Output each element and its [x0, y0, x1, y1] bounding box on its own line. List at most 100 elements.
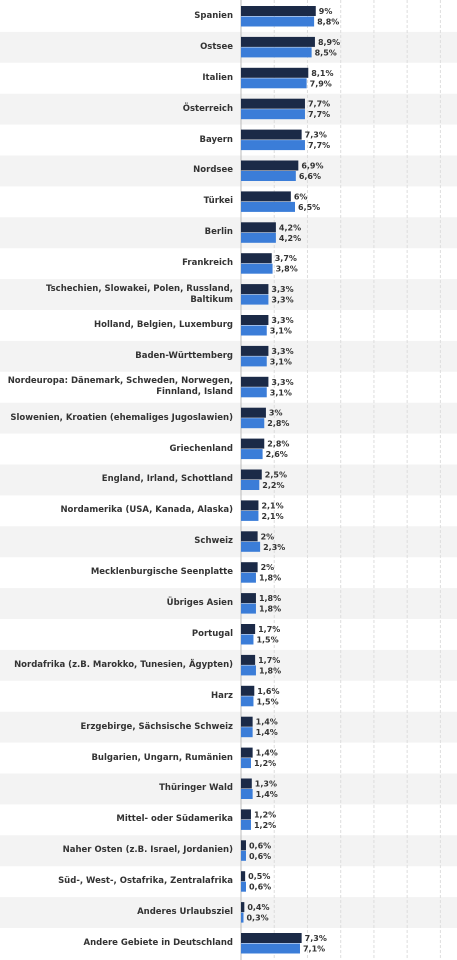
value-label: 7,3%	[305, 131, 327, 140]
bar	[241, 603, 256, 614]
value-label: 6,5%	[298, 203, 320, 212]
category-label: Österreich	[182, 103, 233, 114]
bar	[241, 572, 256, 583]
value-label: 0,5%	[248, 872, 270, 881]
category-label: Nordsee	[193, 165, 233, 176]
value-label: 1,4%	[256, 790, 278, 799]
value-label: 1,4%	[256, 728, 278, 737]
bar	[241, 407, 266, 418]
value-label: 3,3%	[271, 316, 293, 325]
value-label: 6,6%	[299, 172, 321, 181]
value-label: 3%	[269, 409, 283, 418]
row-stripe	[0, 897, 457, 928]
value-label: 2%	[261, 532, 275, 541]
bar	[241, 6, 316, 16]
category-label: Frankreich	[182, 258, 233, 269]
value-label: 6%	[294, 192, 308, 201]
bar	[241, 881, 246, 892]
bar	[241, 912, 244, 923]
value-label: 2,5%	[265, 471, 287, 480]
value-label: 3,3%	[271, 296, 293, 305]
value-label: 1,7%	[258, 656, 280, 665]
bar	[241, 47, 312, 58]
row-stripe	[0, 155, 457, 187]
value-label: 1,4%	[256, 749, 278, 758]
bar	[241, 129, 302, 140]
bar	[241, 140, 305, 151]
value-label: 6,9%	[301, 162, 323, 171]
value-label: 0,6%	[249, 841, 271, 850]
value-label: 8,9%	[318, 38, 340, 47]
value-label: 0,3%	[246, 914, 268, 923]
bar	[241, 171, 296, 181]
row-stripe	[0, 649, 457, 681]
bar	[241, 871, 246, 882]
value-label: 2,6%	[266, 450, 288, 459]
value-label: 1,4%	[256, 718, 278, 727]
category-label: Erzgebirge, Sächsische Schweiz	[80, 721, 233, 732]
row-stripe	[0, 526, 457, 558]
bar	[241, 933, 302, 943]
bar	[241, 778, 252, 789]
category-label: Naher Osten (z.B. Israel, Jordanien)	[62, 845, 233, 856]
category-label: Andere Gebiete in Deutschland	[83, 937, 233, 948]
bar	[241, 36, 315, 47]
value-label: 4,2%	[279, 234, 301, 243]
value-label: 7,7%	[308, 100, 330, 109]
bar	[241, 593, 256, 604]
bar	[241, 67, 309, 78]
value-label: 2,8%	[267, 440, 289, 449]
value-label: 2%	[261, 563, 275, 572]
row-stripe	[0, 588, 457, 619]
category-label: Nordafrika (z.B. Marokko, Tunesien, Ägyp…	[14, 659, 233, 670]
category-label: Portugal	[191, 628, 233, 639]
bar	[241, 16, 315, 27]
bar	[241, 654, 256, 665]
value-label: 7,3%	[305, 934, 327, 943]
row-stripe	[0, 402, 457, 434]
category-label: Tschechien, Slowakei, Polen, Russland, B…	[45, 283, 233, 305]
value-label: 0,6%	[249, 852, 271, 861]
bar	[241, 109, 305, 120]
value-label: 3,7%	[275, 254, 297, 263]
bar	[241, 345, 269, 356]
bar	[241, 469, 262, 480]
bar	[241, 315, 269, 325]
category-label: Türkei	[203, 196, 233, 207]
value-label: 8,8%	[317, 18, 339, 27]
category-label: Mecklenburgische Seenplatte	[90, 567, 233, 578]
bar	[241, 727, 253, 738]
bar	[241, 449, 263, 460]
category-label: Schweiz	[194, 536, 233, 547]
bar	[241, 696, 254, 707]
category-label: England, Irland, Schottland	[101, 474, 233, 485]
bar	[241, 284, 269, 295]
bar	[241, 325, 267, 336]
row-stripe	[0, 711, 457, 743]
bar	[241, 541, 261, 552]
row-stripe	[0, 279, 457, 310]
bar	[241, 747, 253, 758]
value-label: 1,2%	[254, 759, 276, 768]
bar	[241, 850, 246, 861]
value-label: 1,7%	[258, 625, 280, 634]
value-label: 8,5%	[315, 48, 337, 57]
value-label: 1,6%	[257, 687, 279, 696]
bar	[241, 531, 258, 542]
value-label: 1,2%	[254, 810, 276, 819]
value-label: 1,5%	[256, 697, 278, 706]
value-label: 2,1%	[261, 501, 283, 510]
value-label: 2,3%	[263, 543, 285, 552]
category-label: Bayern	[199, 134, 233, 145]
row-stripe	[0, 217, 457, 249]
value-label: 1,8%	[259, 666, 281, 675]
category-label: Übriges Asien	[166, 598, 233, 609]
value-label: 7,9%	[310, 79, 332, 88]
bar	[241, 160, 299, 171]
bar	[241, 634, 254, 645]
value-label: 7,7%	[308, 110, 330, 119]
value-label: 8,1%	[311, 69, 333, 78]
value-label: 9%	[319, 7, 333, 16]
